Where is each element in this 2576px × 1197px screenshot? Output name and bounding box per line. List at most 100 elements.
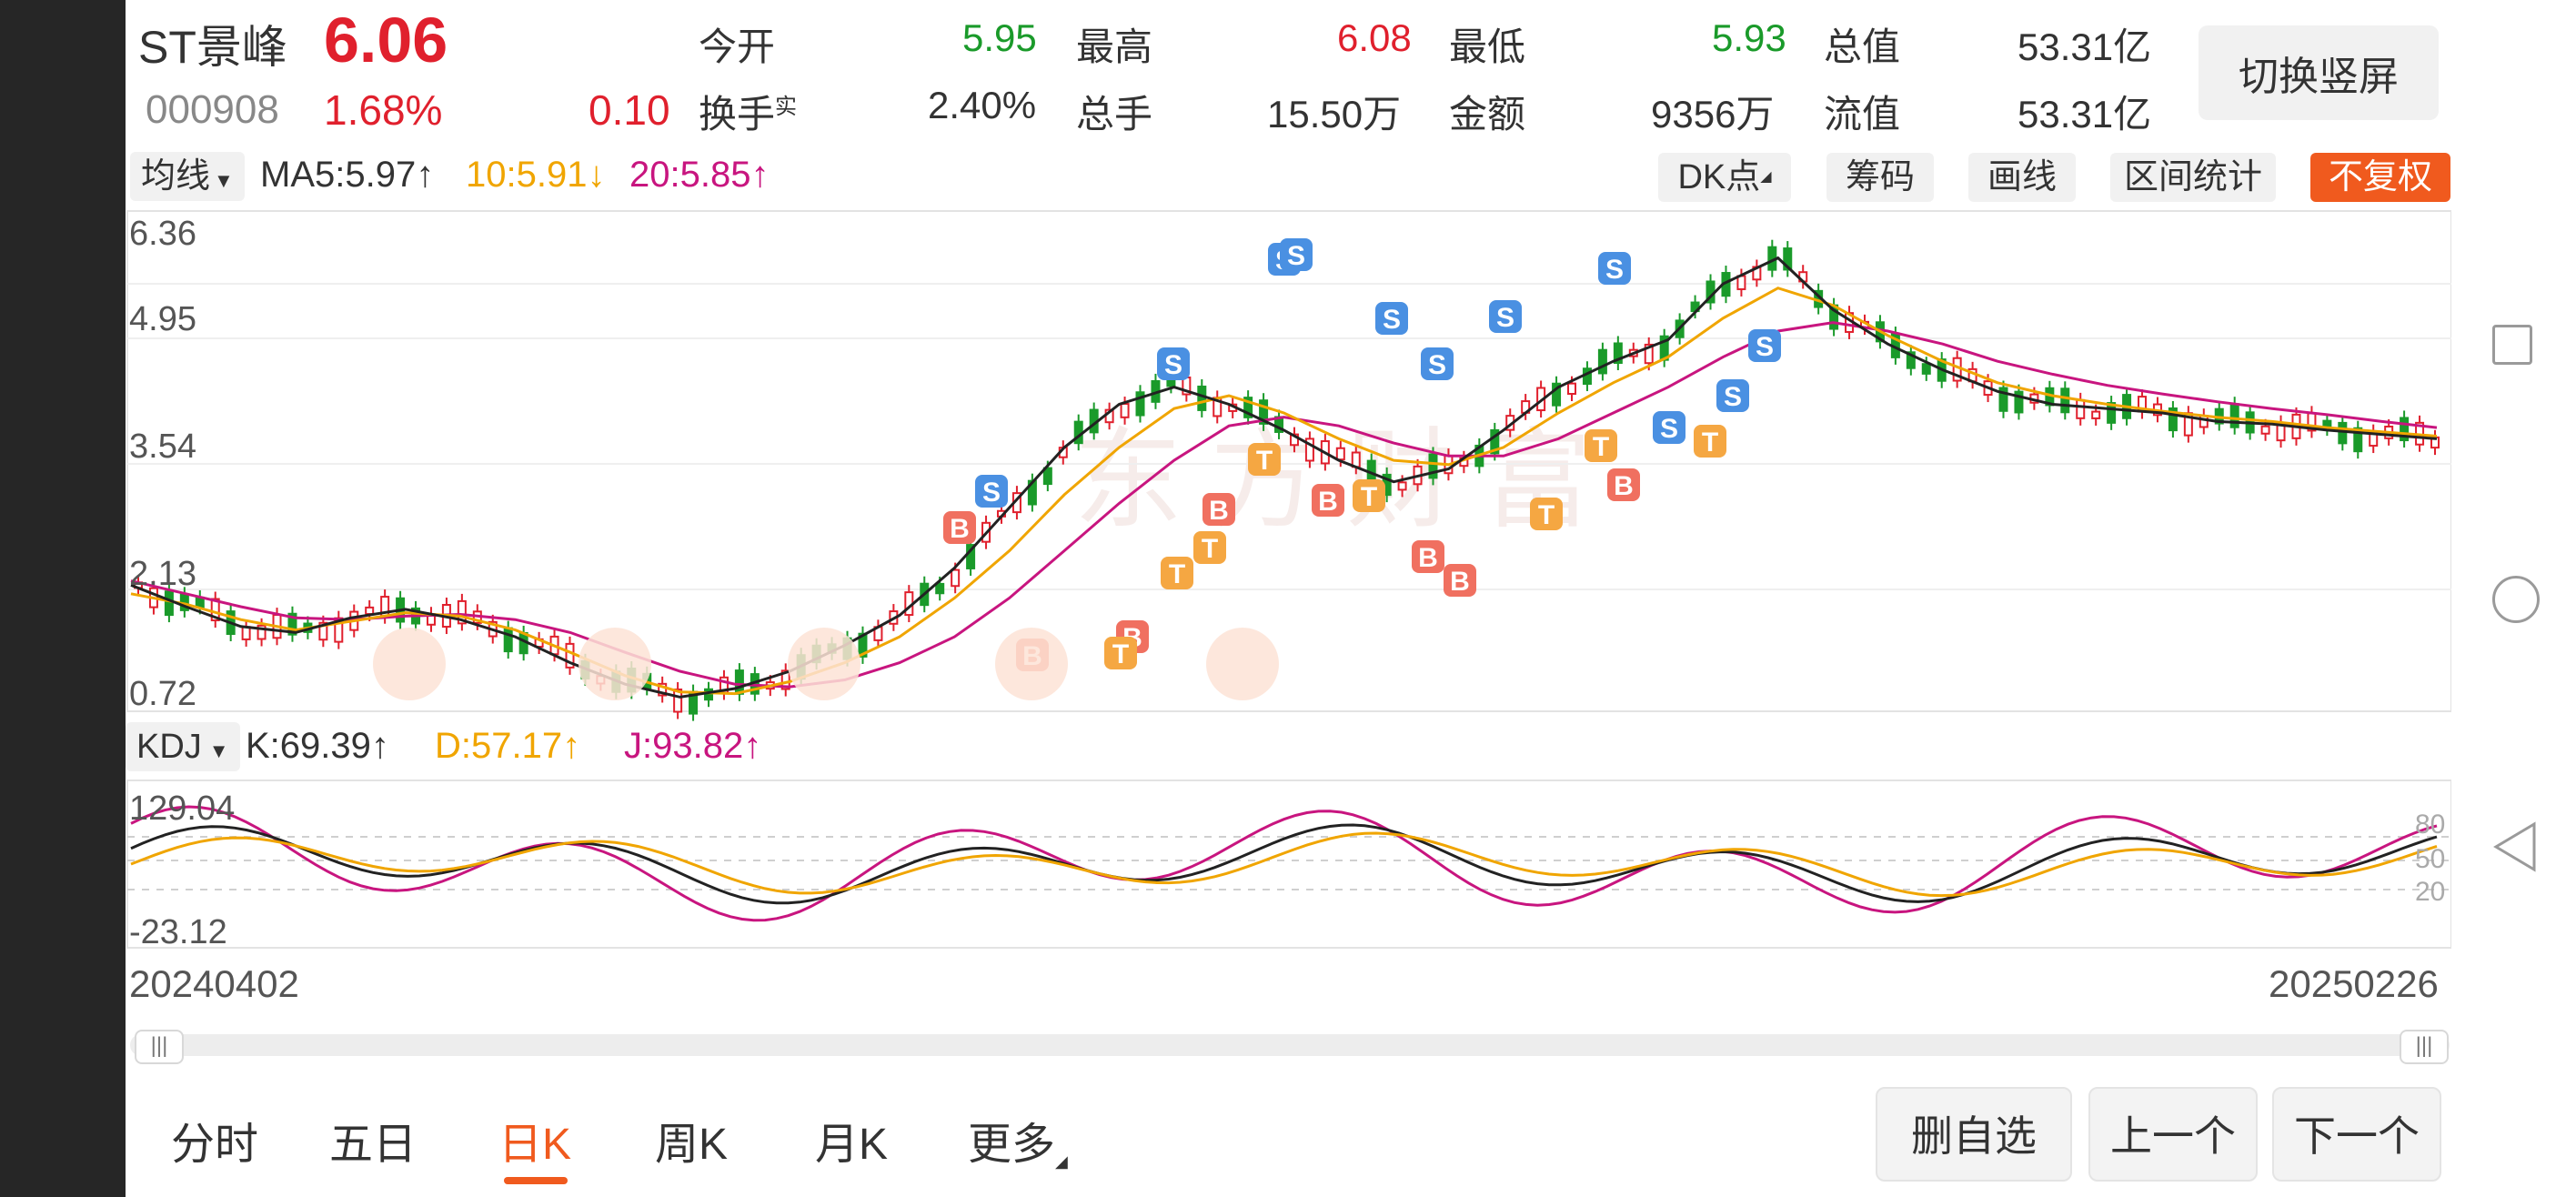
chart-tool-circle [995, 628, 1068, 700]
kdj-d-line [130, 831, 2438, 898]
dropdown-arrow-icon: ▼ [208, 739, 229, 762]
ma-selector[interactable]: 均线 ▼ [130, 152, 245, 201]
candle-body [1783, 247, 1793, 271]
scroll-handle-left[interactable]: ||| [135, 1030, 184, 1064]
stock-code: 000908 [146, 87, 279, 132]
candle-body [195, 596, 205, 609]
tab-more[interactable]: 更多◢ [968, 1108, 1068, 1172]
candle-body [2338, 421, 2348, 445]
dk-marker-letter: B [1450, 567, 1470, 597]
change-percent: 1.68% [324, 86, 443, 134]
kdj-d-value: D:57.17↑ [435, 726, 581, 766]
candle-body [457, 599, 467, 625]
chips-button[interactable]: 筹码 [1826, 153, 1934, 202]
dk-marker-badge [1489, 300, 1522, 333]
candle-body [920, 582, 930, 607]
dk-marker-letter: S [1275, 246, 1293, 276]
candle-body [734, 669, 744, 695]
candle-body [2014, 390, 2024, 414]
scroll-handle-right[interactable]: ||| [2400, 1030, 2449, 1064]
dk-marker-badge [1116, 620, 1149, 653]
candle-body [981, 521, 991, 543]
range-stats-button[interactable]: 区间统计 [2110, 153, 2276, 202]
home-icon[interactable] [2492, 576, 2540, 623]
candle-body [2276, 421, 2286, 442]
stat-value-volume: 15.50万 [1267, 93, 1402, 136]
chart-tool-circle [373, 628, 446, 700]
candle-body [1829, 304, 1839, 330]
dk-marker-badge [1268, 243, 1301, 276]
tab-daily-k[interactable]: 日K [498, 1121, 572, 1169]
candle-body [580, 659, 590, 680]
candle-body [1798, 271, 1808, 283]
dk-marker-letter: S [1287, 241, 1305, 271]
dk-marker-letter: S [1164, 350, 1182, 380]
candle-body [2152, 403, 2162, 417]
dk-marker-badge [1598, 252, 1631, 285]
candle-body [1859, 320, 1869, 329]
remove-watchlist-button[interactable]: 删自选 [1876, 1087, 2072, 1182]
tab-timeshare[interactable]: 分时 [171, 1121, 259, 1169]
switch-portrait-button[interactable]: 切换竖屏 [2199, 25, 2439, 120]
candle-body [226, 610, 236, 635]
dk-marker-letter: S [1428, 350, 1446, 380]
stat-value-amount: 9356万 [1651, 93, 1775, 136]
kdj-j-value: J:93.82↑ [624, 726, 762, 766]
dk-point-label: DK点 [1677, 158, 1761, 196]
no-adjust-button[interactable]: 不复权 [2310, 153, 2450, 202]
back-icon[interactable] [2492, 821, 2538, 872]
dk-marker-letter: S [982, 478, 1001, 508]
candle-body [2060, 387, 2070, 414]
candle-body [241, 626, 251, 640]
kdj-y-tick-bottom: -23.12 [129, 913, 227, 951]
kdj-selector[interactable]: KDJ ▼ [126, 722, 240, 771]
corner-triangle-icon: ◢ [1055, 1152, 1068, 1171]
range-scrollbar[interactable] [130, 1034, 2450, 1056]
candle-body [2400, 417, 2410, 442]
candle-body [472, 610, 482, 624]
kdj-y-tick-top: 129.04 [129, 790, 236, 828]
dk-marker-letter: S [1660, 414, 1678, 444]
candle-body [318, 621, 328, 641]
stat-value-float-cap: 53.31亿 [2018, 93, 2152, 136]
tab-five-day[interactable]: 五日 [329, 1121, 418, 1169]
candle-body [1042, 467, 1052, 486]
candle-body [503, 627, 513, 653]
candle-body [565, 642, 575, 669]
candle-body [1998, 387, 2008, 412]
dropdown-arrow-icon: ▼ [214, 169, 234, 192]
candle-body [1937, 358, 1947, 382]
kdj-chart-frame [126, 780, 2452, 949]
stat-value-total-cap: 53.31亿 [2018, 25, 2152, 68]
current-price: 6.06 [324, 5, 448, 75]
previous-stock-button[interactable]: 上一个 [2088, 1087, 2258, 1182]
stat-value-low: 5.93 [1712, 16, 1786, 59]
candle-body [1628, 348, 1638, 357]
candle-body [2291, 413, 2301, 439]
dk-point-button[interactable]: DK点◢ [1658, 153, 1791, 202]
x-axis-start: 20240402 [129, 962, 299, 1005]
y-tick-5: 0.72 [129, 675, 196, 713]
dk-marker-letter: T [1169, 559, 1185, 589]
y-tick-4: 2.13 [129, 555, 196, 593]
stat-label-float-cap: 流值 [1824, 93, 1901, 136]
candle-body [2183, 412, 2193, 437]
dk-marker-badge [1016, 639, 1049, 671]
candle-body [1736, 275, 1746, 290]
recent-apps-icon[interactable] [2492, 325, 2532, 365]
back-triangle-svg [2493, 821, 2536, 872]
stat-label-open: 今开 [699, 25, 776, 68]
draw-line-button[interactable]: 画线 [1968, 153, 2076, 202]
dk-marker-badge [975, 475, 1008, 508]
tab-monthly-k[interactable]: 月K [815, 1121, 889, 1169]
candle-body [257, 624, 267, 640]
candle-body [2384, 425, 2394, 439]
tab-weekly-k[interactable]: 周K [655, 1121, 729, 1169]
candle-body [2430, 436, 2440, 449]
candle-body [1875, 321, 1885, 343]
dk-marker-badge [1157, 347, 1190, 380]
next-stock-button[interactable]: 下一个 [2272, 1087, 2441, 1182]
corner-triangle-icon: ◢ [1760, 169, 1772, 185]
stat-label-high: 最高 [1076, 25, 1153, 68]
candle-body [642, 672, 652, 689]
